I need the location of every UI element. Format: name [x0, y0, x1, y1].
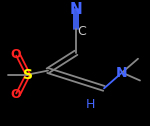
Text: N: N	[70, 2, 82, 17]
Text: N: N	[116, 66, 128, 80]
Text: H: H	[85, 98, 95, 111]
Text: O: O	[11, 48, 21, 61]
Text: S: S	[23, 68, 33, 82]
Text: C: C	[78, 25, 86, 38]
Text: O: O	[11, 88, 21, 101]
